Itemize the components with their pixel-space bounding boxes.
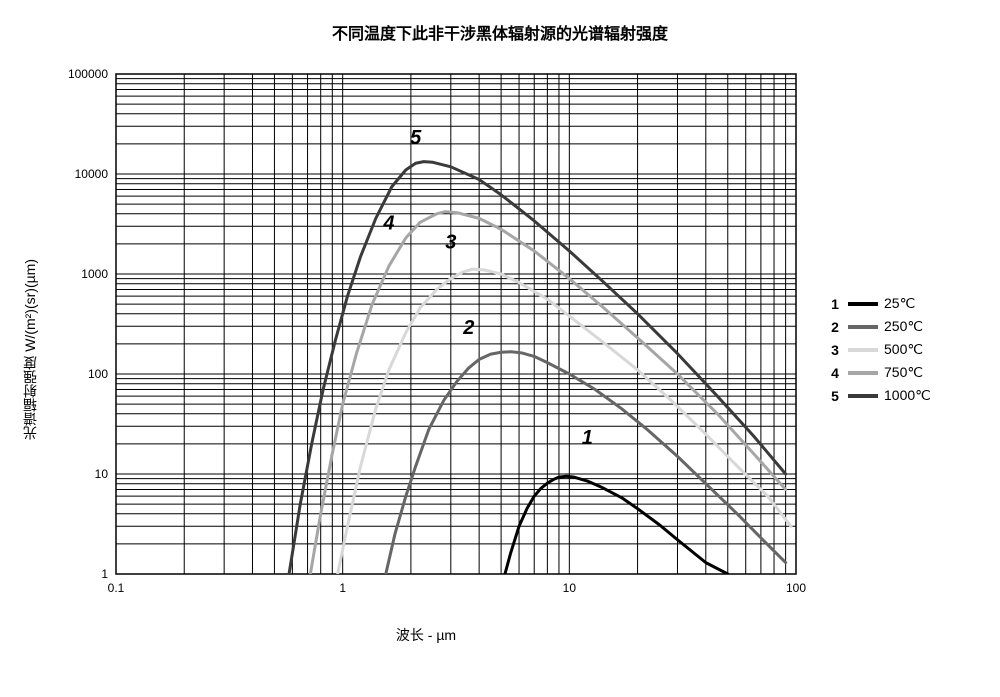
y-tick-label: 1000: [81, 267, 108, 281]
legend-item-num: 5: [826, 388, 844, 404]
y-tick-label: 100000: [68, 67, 108, 81]
chart-title: 不同温度下此非干涉黑体辐射源的光谱辐射强度: [20, 20, 980, 44]
y-tick-label: 10000: [75, 167, 109, 181]
legend-swatch: [848, 325, 878, 329]
series-annot-2: 2: [462, 317, 474, 339]
legend-item-num: 1: [826, 296, 844, 312]
legend-item-1: 1 25℃: [826, 295, 931, 312]
legend-swatch: [848, 394, 878, 398]
series-annot-4: 4: [382, 212, 394, 234]
legend-swatch: [848, 302, 878, 306]
legend-item-label: 25℃: [884, 295, 915, 312]
legend-item-label: 1000℃: [884, 387, 931, 404]
legend-item-num: 3: [826, 342, 844, 358]
y-tick-label: 1: [101, 567, 108, 581]
legend-item-label: 250℃: [884, 318, 923, 335]
x-tick-label: 10: [563, 581, 577, 595]
legend-item-label: 750℃: [884, 364, 923, 381]
series-annot-5: 5: [410, 127, 422, 149]
legend-item-num: 2: [826, 319, 844, 335]
series-annot-3: 3: [445, 231, 456, 253]
container: 不同温度下此非干涉黑体辐射源的光谱辐射强度 光谱辐射强度 W/(m²)(sr)(…: [20, 20, 980, 645]
chart-plot-area: 123450.1110100110100100010000100000 波长 -…: [46, 54, 806, 645]
y-axis-label: 光谱辐射强度 W/(m²)(sr)(µm): [20, 259, 40, 440]
legend-item-3: 3 500℃: [826, 341, 931, 358]
legend-swatch: [848, 348, 878, 352]
y-tick-label: 100: [88, 367, 108, 381]
legend-item-label: 500℃: [884, 341, 923, 358]
series-annot-1: 1: [582, 427, 593, 449]
x-tick-label: 100: [786, 581, 806, 595]
y-tick-label: 10: [95, 467, 109, 481]
legend-item-num: 4: [826, 365, 844, 381]
chart-svg: 123450.1110100110100100010000100000: [46, 54, 806, 619]
x-tick-label: 0.1: [108, 581, 125, 595]
chart-row: 光谱辐射强度 W/(m²)(sr)(µm) 123450.11101001101…: [20, 54, 980, 645]
legend: 1 25℃ 2 250℃ 3 500℃ 4 750℃ 5 1000℃: [826, 289, 931, 410]
x-tick-label: 1: [339, 581, 346, 595]
legend-swatch: [848, 371, 878, 375]
legend-item-2: 2 250℃: [826, 318, 931, 335]
legend-item-5: 5 1000℃: [826, 387, 931, 404]
x-axis-label: 波长 - µm: [46, 625, 806, 645]
legend-item-4: 4 750℃: [826, 364, 931, 381]
